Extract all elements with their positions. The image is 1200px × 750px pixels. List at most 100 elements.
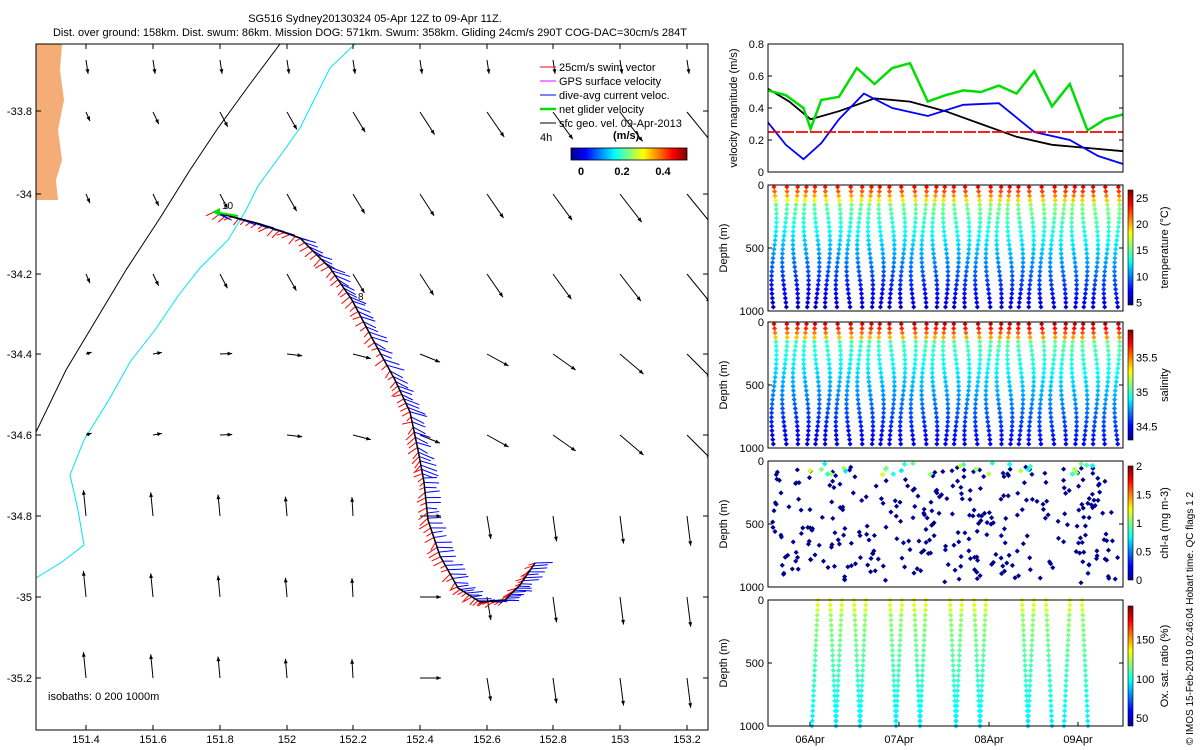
profile-point xyxy=(848,352,854,358)
profile-point xyxy=(835,188,841,194)
profile-point xyxy=(802,374,808,380)
profile-point xyxy=(986,215,992,221)
profile-point xyxy=(848,343,854,349)
swim-vector xyxy=(418,512,428,521)
profile-point xyxy=(1079,539,1085,546)
profile-point xyxy=(1041,370,1047,376)
profile-point xyxy=(1081,549,1087,555)
profile-point xyxy=(1005,361,1011,367)
dac-vector xyxy=(426,507,438,510)
profile-point xyxy=(1052,339,1058,345)
profile-point xyxy=(1015,334,1021,340)
profile-point xyxy=(848,202,855,208)
profile-point xyxy=(1018,233,1024,239)
profile-point xyxy=(889,414,895,420)
profile-point xyxy=(886,321,892,327)
profile-point xyxy=(1040,237,1046,243)
profile-point xyxy=(982,612,988,618)
profile-point xyxy=(952,567,958,573)
profile-point xyxy=(985,423,991,429)
profile-point xyxy=(838,617,844,623)
profile-point xyxy=(902,374,908,380)
profile-point xyxy=(1030,622,1036,628)
profile-point xyxy=(1064,652,1070,658)
profile-point xyxy=(1043,602,1049,608)
profile-point xyxy=(942,579,948,585)
profile-point xyxy=(1028,662,1034,669)
profile-point xyxy=(1037,286,1043,292)
profile-point xyxy=(870,286,876,292)
profile-point xyxy=(966,374,972,380)
profile-point xyxy=(1080,477,1086,483)
profile-point xyxy=(793,558,799,564)
profile-point xyxy=(994,374,1000,380)
profile-point xyxy=(848,211,854,217)
profile-point xyxy=(815,237,821,243)
profile-point xyxy=(1024,693,1030,699)
profile-point xyxy=(844,397,850,403)
profile-point xyxy=(1017,428,1023,434)
profile-point xyxy=(919,401,925,407)
profile-point xyxy=(832,530,838,536)
profile-point xyxy=(855,673,861,679)
profile-point xyxy=(1085,718,1091,724)
profile-point xyxy=(852,474,858,480)
profile-point xyxy=(1028,206,1034,212)
profile-point xyxy=(1093,352,1099,358)
profile-point xyxy=(1069,211,1075,217)
profile-point xyxy=(1058,228,1064,234)
profile-point xyxy=(1082,295,1088,301)
profile-point xyxy=(1094,224,1100,230)
swim-vector xyxy=(309,254,317,261)
profile-point xyxy=(902,237,908,243)
profile-point xyxy=(983,260,989,266)
profile-point xyxy=(1113,286,1119,292)
profile-point xyxy=(1082,233,1088,239)
profile-point xyxy=(1103,397,1109,403)
profile-point xyxy=(998,533,1004,539)
profile-point xyxy=(795,291,801,297)
profile-point xyxy=(845,374,851,380)
profile-point xyxy=(1083,678,1089,684)
profile-point xyxy=(835,688,841,694)
profile-point xyxy=(963,330,969,336)
profile-point xyxy=(848,464,854,470)
profile-point xyxy=(974,441,980,447)
profile-point xyxy=(1029,632,1035,638)
legend-item-swim: 25cm/s swim vector xyxy=(540,62,656,74)
profile-point xyxy=(770,524,776,530)
profile-point xyxy=(869,441,875,447)
header-line-1: SG516 Sydney20130324 05-Apr 12Z to 09-Ap… xyxy=(248,13,502,25)
profile-point xyxy=(924,325,930,331)
dac-vector xyxy=(522,579,539,582)
profile-point xyxy=(1020,397,1026,403)
profile-point xyxy=(887,334,893,340)
profile-point xyxy=(888,206,894,212)
profile-point xyxy=(1009,264,1015,270)
profile-point xyxy=(866,202,872,208)
profile-point xyxy=(1093,268,1099,274)
profile-point xyxy=(953,220,959,226)
profile-point xyxy=(962,423,968,429)
profile-point xyxy=(782,361,788,367)
profile-point xyxy=(1017,220,1023,226)
profile-point xyxy=(1048,410,1054,416)
profile-point xyxy=(837,348,844,354)
current-arrow xyxy=(619,677,625,706)
profile-point xyxy=(783,215,789,221)
profile-point xyxy=(1037,437,1044,443)
profile-point xyxy=(1038,304,1044,310)
profile-point xyxy=(987,211,993,217)
profile-point xyxy=(1062,423,1068,429)
profile-point xyxy=(784,334,790,340)
profile-point xyxy=(816,397,822,403)
profile-point xyxy=(1074,419,1080,425)
profile-point xyxy=(770,255,776,261)
profile-point xyxy=(1062,286,1068,292)
swim-vector xyxy=(417,492,426,499)
profile-point xyxy=(1084,703,1090,709)
profile-point xyxy=(897,286,903,292)
profile-point xyxy=(1095,379,1101,385)
profile-point xyxy=(880,282,886,288)
